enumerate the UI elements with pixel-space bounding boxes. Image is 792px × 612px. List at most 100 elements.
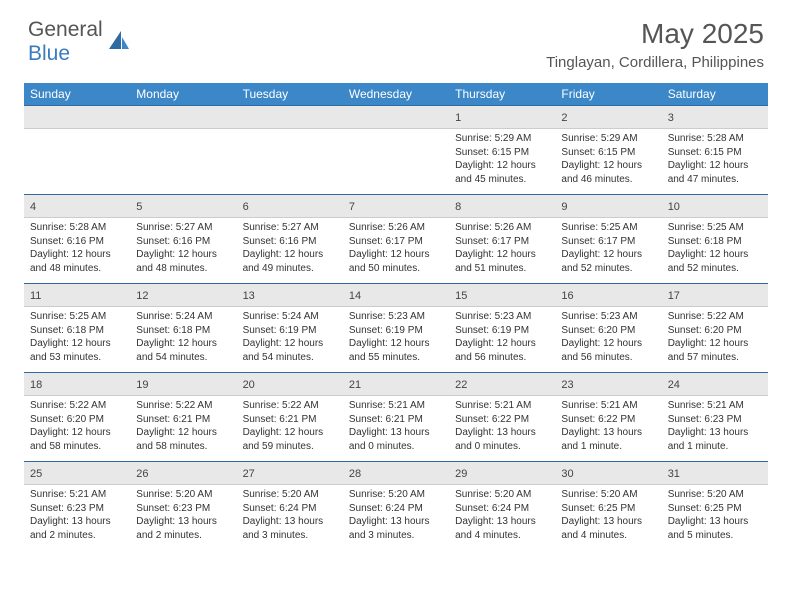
daynum-row: 4 567 8 9 10 — [24, 195, 768, 218]
detail-cell: Sunrise: 5:22 AMSunset: 6:20 PMDaylight:… — [24, 396, 130, 462]
day-detail: Sunrise: 5:20 AMSunset: 6:24 PMDaylight:… — [349, 488, 443, 542]
day-detail: Sunrise: 5:21 AMSunset: 6:22 PMDaylight:… — [455, 399, 549, 453]
detail-cell: Sunrise: 5:20 AMSunset: 6:24 PMDaylight:… — [449, 485, 555, 551]
daynum-row: 11121314151617 — [24, 284, 768, 307]
day-number: 24 — [668, 379, 680, 391]
dow-cell: Monday — [130, 83, 236, 106]
brand-logo: General Blue — [28, 18, 131, 66]
dow-cell: Thursday — [449, 83, 555, 106]
daynum-cell: 7 — [343, 195, 449, 218]
daynum-row: 18192021222324 — [24, 373, 768, 396]
day-number: 7 — [349, 201, 355, 213]
day-number: 26 — [136, 468, 148, 480]
day-number: 10 — [668, 201, 680, 213]
day-number: 8 — [455, 201, 461, 213]
daynum-cell: 17 — [662, 284, 768, 307]
detail-cell: Sunrise: 5:21 AMSunset: 6:22 PMDaylight:… — [449, 396, 555, 462]
detail-cell: Sunrise: 5:26 AMSunset: 6:17 PMDaylight:… — [449, 218, 555, 284]
detail-row: Sunrise: 5:22 AMSunset: 6:20 PMDaylight:… — [24, 396, 768, 462]
detail-cell: Sunrise: 5:23 AMSunset: 6:19 PMDaylight:… — [449, 307, 555, 373]
detail-cell: Sunrise: 5:21 AMSunset: 6:23 PMDaylight:… — [662, 396, 768, 462]
day-number: 28 — [349, 468, 361, 480]
calendar-table: SundayMondayTuesdayWednesdayThursdayFrid… — [24, 83, 768, 551]
day-number: 3 — [668, 112, 674, 124]
detail-cell: Sunrise: 5:21 AMSunset: 6:21 PMDaylight:… — [343, 396, 449, 462]
detail-cell: Sunrise: 5:20 AMSunset: 6:25 PMDaylight:… — [662, 485, 768, 551]
day-number: 4 — [30, 201, 36, 213]
day-number: 1 — [455, 112, 461, 124]
detail-cell: Sunrise: 5:25 AMSunset: 6:17 PMDaylight:… — [555, 218, 661, 284]
day-number: 18 — [30, 379, 42, 391]
daynum-row: 1 2 3 — [24, 106, 768, 129]
detail-cell: Sunrise: 5:25 AMSunset: 6:18 PMDaylight:… — [24, 307, 130, 373]
day-number: 31 — [668, 468, 680, 480]
location-text: Tinglayan, Cordillera, Philippines — [546, 54, 764, 71]
day-detail: Sunrise: 5:21 AMSunset: 6:21 PMDaylight:… — [349, 399, 443, 453]
detail-cell: Sunrise: 5:22 AMSunset: 6:21 PMDaylight:… — [130, 396, 236, 462]
dow-cell: Saturday — [662, 83, 768, 106]
day-detail: Sunrise: 5:25 AMSunset: 6:18 PMDaylight:… — [30, 310, 124, 364]
daynum-cell: 8 — [449, 195, 555, 218]
title-block: May 2025 Tinglayan, Cordillera, Philippi… — [546, 18, 764, 71]
month-title: May 2025 — [546, 18, 764, 50]
daynum-cell: 19 — [130, 373, 236, 396]
detail-cell: Sunrise: 5:23 AMSunset: 6:20 PMDaylight:… — [555, 307, 661, 373]
detail-cell: Sunrise: 5:28 AMSunset: 6:16 PMDaylight:… — [24, 218, 130, 284]
daynum-cell: 9 — [555, 195, 661, 218]
day-number: 11 — [30, 290, 41, 302]
detail-row: Sunrise: 5:21 AMSunset: 6:23 PMDaylight:… — [24, 485, 768, 551]
daynum-cell: 11 — [24, 284, 130, 307]
daynum-cell: 5 — [130, 195, 236, 218]
daynum-cell: 15 — [449, 284, 555, 307]
daynum-cell: 22 — [449, 373, 555, 396]
detail-row: Sunrise: 5:25 AMSunset: 6:18 PMDaylight:… — [24, 307, 768, 373]
detail-cell — [24, 129, 130, 195]
day-detail: Sunrise: 5:25 AMSunset: 6:18 PMDaylight:… — [668, 221, 762, 275]
detail-cell: Sunrise: 5:22 AMSunset: 6:20 PMDaylight:… — [662, 307, 768, 373]
sail-icon — [109, 31, 131, 56]
day-detail: Sunrise: 5:29 AMSunset: 6:15 PMDaylight:… — [455, 132, 549, 186]
daynum-cell: 20 — [237, 373, 343, 396]
daynum-cell: 12 — [130, 284, 236, 307]
day-number: 30 — [561, 468, 573, 480]
daynum-cell: 10 — [662, 195, 768, 218]
day-detail: Sunrise: 5:28 AMSunset: 6:16 PMDaylight:… — [30, 221, 124, 275]
day-number: 17 — [668, 290, 680, 302]
day-detail: Sunrise: 5:26 AMSunset: 6:17 PMDaylight:… — [349, 221, 443, 275]
daynum-cell: 31 — [662, 462, 768, 485]
day-detail: Sunrise: 5:25 AMSunset: 6:17 PMDaylight:… — [561, 221, 655, 275]
dow-cell: Tuesday — [237, 83, 343, 106]
daynum-cell: 26 — [130, 462, 236, 485]
day-detail: Sunrise: 5:28 AMSunset: 6:15 PMDaylight:… — [668, 132, 762, 186]
day-detail: Sunrise: 5:24 AMSunset: 6:19 PMDaylight:… — [243, 310, 337, 364]
dow-cell: Friday — [555, 83, 661, 106]
detail-cell — [237, 129, 343, 195]
day-number: 14 — [349, 290, 361, 302]
daynum-cell — [237, 106, 343, 129]
detail-cell — [130, 129, 236, 195]
day-detail: Sunrise: 5:21 AMSunset: 6:22 PMDaylight:… — [561, 399, 655, 453]
daynum-cell: 4 — [24, 195, 130, 218]
day-number: 15 — [455, 290, 467, 302]
day-detail: Sunrise: 5:22 AMSunset: 6:21 PMDaylight:… — [243, 399, 337, 453]
daynum-cell: 27 — [237, 462, 343, 485]
detail-cell: Sunrise: 5:26 AMSunset: 6:17 PMDaylight:… — [343, 218, 449, 284]
daynum-cell: 14 — [343, 284, 449, 307]
detail-cell: Sunrise: 5:28 AMSunset: 6:15 PMDaylight:… — [662, 129, 768, 195]
daynum-cell: 18 — [24, 373, 130, 396]
daynum-cell: 6 — [237, 195, 343, 218]
detail-cell — [343, 129, 449, 195]
detail-cell: Sunrise: 5:21 AMSunset: 6:23 PMDaylight:… — [24, 485, 130, 551]
day-detail: Sunrise: 5:27 AMSunset: 6:16 PMDaylight:… — [136, 221, 230, 275]
day-detail: Sunrise: 5:20 AMSunset: 6:24 PMDaylight:… — [455, 488, 549, 542]
day-number: 16 — [561, 290, 573, 302]
day-detail: Sunrise: 5:20 AMSunset: 6:23 PMDaylight:… — [136, 488, 230, 542]
day-detail: Sunrise: 5:22 AMSunset: 6:21 PMDaylight:… — [136, 399, 230, 453]
dow-cell: Sunday — [24, 83, 130, 106]
day-detail: Sunrise: 5:22 AMSunset: 6:20 PMDaylight:… — [668, 310, 762, 364]
day-detail: Sunrise: 5:24 AMSunset: 6:18 PMDaylight:… — [136, 310, 230, 364]
day-number: 2 — [561, 112, 567, 124]
day-number: 23 — [561, 379, 573, 391]
daynum-cell — [130, 106, 236, 129]
daynum-cell — [343, 106, 449, 129]
